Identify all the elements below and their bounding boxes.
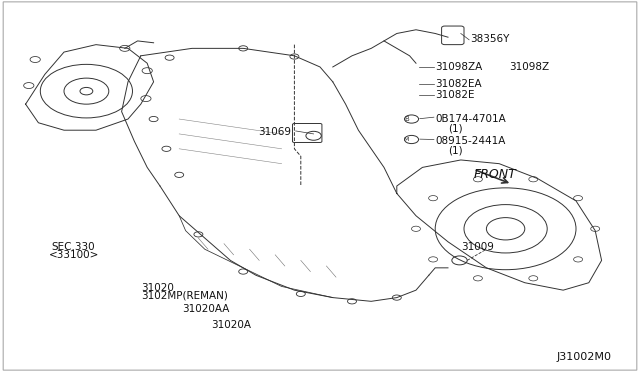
Text: 3102MP(REMAN): 3102MP(REMAN)	[141, 291, 228, 301]
Text: 31098Z: 31098Z	[509, 62, 549, 72]
Text: 31082EA: 31082EA	[435, 79, 482, 89]
Text: 31069: 31069	[258, 127, 291, 137]
Text: 31020: 31020	[141, 283, 173, 293]
Text: 31020AA: 31020AA	[182, 304, 230, 314]
Text: 31098ZA: 31098ZA	[435, 62, 483, 72]
Text: 08915-2441A: 08915-2441A	[435, 137, 506, 146]
Text: (1): (1)	[448, 146, 463, 155]
Text: J31002M0: J31002M0	[556, 352, 611, 362]
Text: 31009: 31009	[461, 243, 493, 252]
Text: 31020A: 31020A	[211, 321, 252, 330]
Text: SEC.330: SEC.330	[52, 243, 95, 252]
Text: FRONT: FRONT	[474, 169, 516, 181]
Text: M: M	[404, 137, 409, 142]
Text: <33100>: <33100>	[49, 250, 99, 260]
Text: (1): (1)	[448, 124, 463, 133]
Text: B: B	[404, 116, 409, 122]
Text: 31082E: 31082E	[435, 90, 475, 100]
Text: 0B174-4701A: 0B174-4701A	[435, 114, 506, 124]
Text: 38356Y: 38356Y	[470, 34, 510, 44]
